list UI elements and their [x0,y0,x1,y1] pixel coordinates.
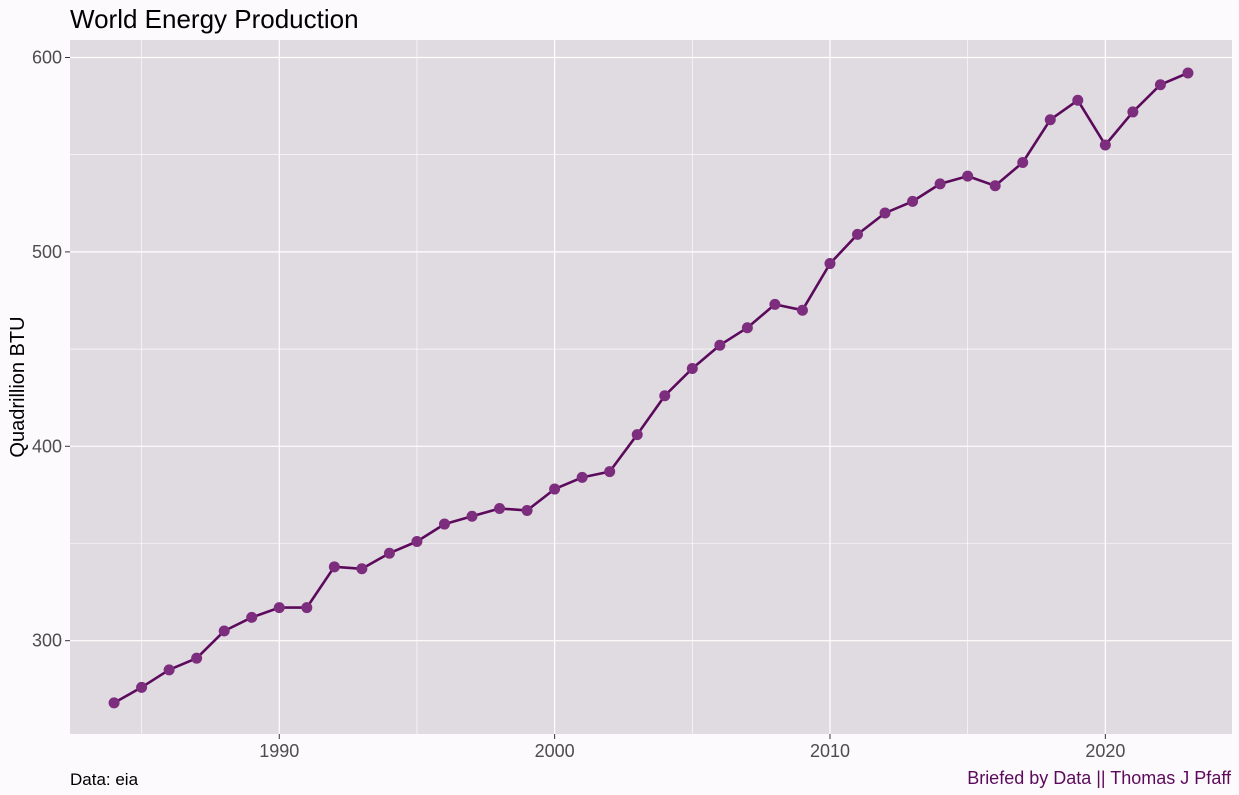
data-point [907,195,919,207]
plot-panel [70,40,1232,734]
data-point [824,258,836,270]
data-point [576,471,588,483]
data-point [191,652,203,664]
data-point [714,339,726,351]
series-line [113,71,1189,705]
data-point [989,180,1001,192]
y-tick-label: 500 [32,242,62,262]
y-tick-label: 400 [32,436,62,456]
chart-title: World Energy Production [70,4,359,34]
data-point [879,207,891,219]
data-point [411,536,423,548]
y-axis: 300 400 500 600 [32,47,70,651]
data-point [549,483,561,495]
data-point [108,697,120,709]
data-point [741,322,753,334]
data-point [796,304,808,316]
data-point [1099,139,1111,151]
data-point [466,510,478,522]
data-point [631,429,643,441]
x-tick-label: 2010 [810,741,850,761]
major-gridlines [70,40,1232,734]
data-point [163,664,175,676]
data-point [1044,114,1056,126]
data-point [356,563,368,575]
x-axis: 1990 2000 2010 2020 [259,734,1125,761]
data-point [328,561,340,573]
data-point [383,547,395,559]
x-tick-label: 2000 [535,741,575,761]
source-caption: Data: eia [70,770,139,789]
data-point [1017,156,1029,168]
data-point [438,518,450,530]
data-point [852,228,864,240]
data-point [659,390,671,402]
data-point [934,178,946,190]
data-point [1182,67,1194,79]
data-point [686,363,698,375]
data-points [108,67,1194,709]
data-point [218,625,230,637]
data-point [273,602,285,614]
y-tick-label: 600 [32,47,62,67]
data-point [246,611,258,623]
credit-caption: Briefed by Data || Thomas J Pfaff [967,768,1232,788]
data-point [769,298,781,310]
data-point [136,681,148,693]
y-tick-label: 300 [32,631,62,651]
x-tick-label: 2020 [1085,741,1125,761]
data-point [494,502,506,514]
data-point [1154,79,1166,91]
minor-gridlines [70,40,1232,734]
data-point [962,170,974,182]
data-point [1072,94,1084,106]
x-tick-label: 1990 [259,741,299,761]
data-point [1127,106,1139,118]
data-point [521,504,533,516]
data-point [301,602,313,614]
y-axis-label: Quadrillion BTU [7,316,29,457]
data-point [604,466,616,478]
